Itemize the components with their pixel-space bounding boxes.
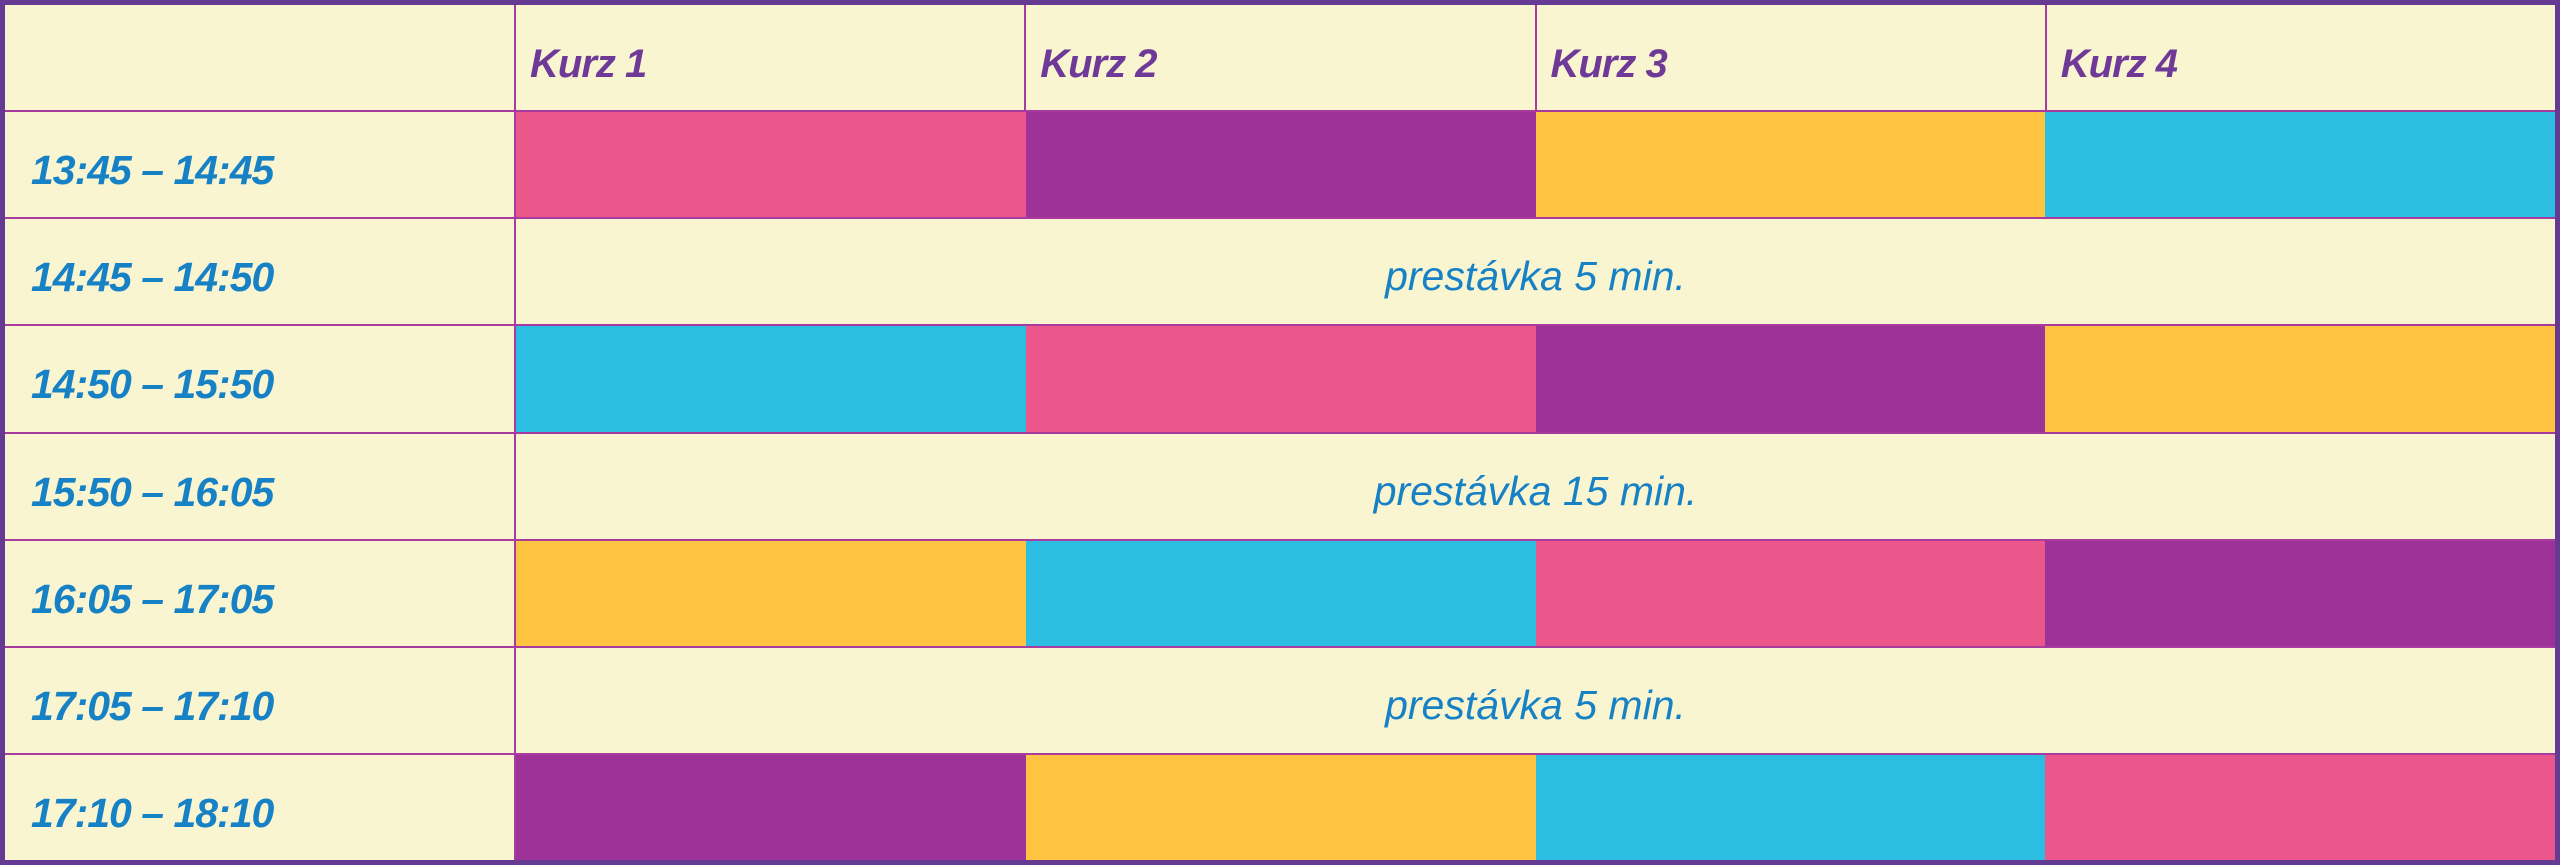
column-header-kurz-4: Kurz 4 <box>2047 5 2555 110</box>
break-cell: prestávka 5 min. <box>516 648 2555 753</box>
corner-cell <box>5 5 516 111</box>
course-slot-cell <box>1025 326 1536 432</box>
break-label: prestávka 15 min. <box>1373 467 1698 514</box>
column-header-kurz-2: Kurz 2 <box>1026 5 1537 111</box>
column-header-kurz-3: Kurz 3 <box>1537 5 2047 111</box>
schedule-row: 14:50 – 15:50 <box>5 326 2555 434</box>
time-range-label: 14:45 – 14:50 <box>5 219 516 325</box>
course-slot-cell <box>1025 754 1536 860</box>
course-slot-cell <box>2045 112 2555 218</box>
time-range-label: 13:45 – 14:45 <box>5 112 516 218</box>
time-range-label: 14:50 – 15:50 <box>5 326 516 432</box>
course-slot-cell <box>2045 326 2555 432</box>
time-range-label: 15:50 – 16:05 <box>5 433 516 539</box>
time-range-label: 16:05 – 17:05 <box>5 540 516 646</box>
course-slot-cell <box>516 754 1026 860</box>
schedule-row: 16:05 – 17:05 <box>5 540 2555 648</box>
course-slot-cell <box>1535 540 2046 646</box>
time-range-label: 17:10 – 18:10 <box>5 754 516 860</box>
course-slot-cell <box>1025 112 1536 218</box>
course-slot-cell <box>1025 540 1536 646</box>
schedule-row: 15:50 – 16:05 prestávka 15 min. <box>5 433 2555 541</box>
schedule-row: 13:45 – 14:45 <box>5 112 2555 220</box>
break-label: prestávka 5 min. <box>1385 681 1686 728</box>
course-slot-cell <box>1535 326 2046 432</box>
course-slot-cell <box>2045 754 2555 860</box>
column-header-label: Kurz 2 <box>1040 42 1157 87</box>
column-header-label: Kurz 4 <box>2060 42 2178 87</box>
course-slot-cell <box>1535 754 2046 860</box>
schedule-row: 17:05 – 17:10 prestávka 5 min. <box>5 647 2555 755</box>
break-cell: prestávka 15 min. <box>516 434 2555 539</box>
course-slot-cell <box>516 326 1026 432</box>
break-label: prestávka 5 min. <box>1385 253 1686 300</box>
break-cell: prestávka 5 min. <box>516 219 2555 324</box>
course-slot-cell <box>1535 112 2046 218</box>
column-header-kurz-1: Kurz 1 <box>516 5 1027 111</box>
time-range-label: 17:05 – 17:10 <box>5 647 516 753</box>
course-slot-cell <box>2045 540 2555 646</box>
header-row: Kurz 1 Kurz 2 Kurz 3 Kurz 4 <box>5 5 2555 113</box>
course-slot-cell <box>516 540 1026 646</box>
course-slot-cell <box>516 112 1026 218</box>
column-header-label: Kurz 1 <box>530 42 647 87</box>
schedule-row: 17:10 – 18:10 <box>5 754 2555 860</box>
column-header-label: Kurz 3 <box>1550 42 1668 87</box>
schedule-row: 14:45 – 14:50 prestávka 5 min. <box>5 219 2555 327</box>
